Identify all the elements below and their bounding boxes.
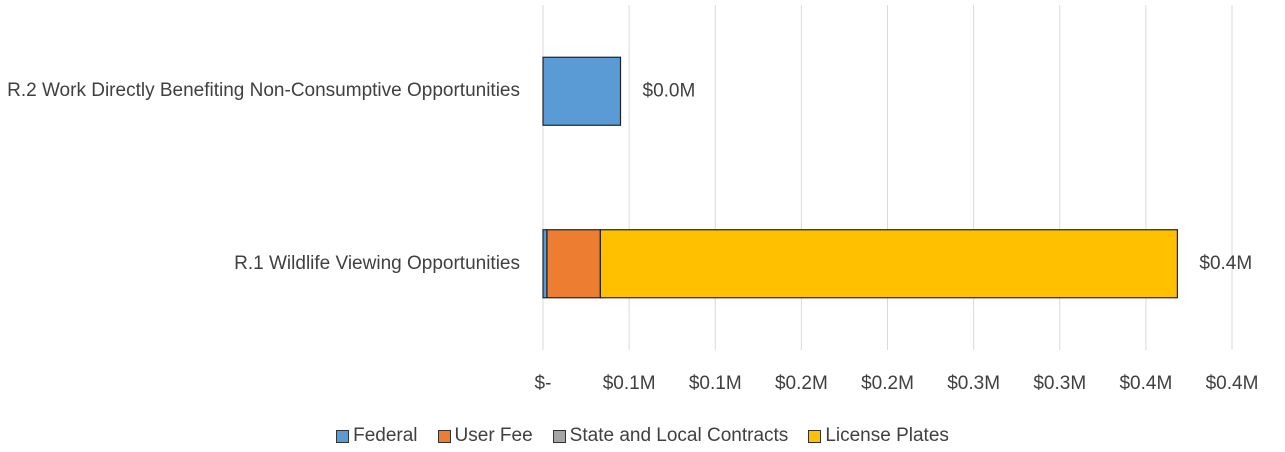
x-tick-label: $0.3M: [1033, 373, 1086, 394]
x-tick-label: $0.4M: [1119, 373, 1172, 394]
legend-swatch: [808, 429, 822, 443]
x-tick-label: $0.4M: [1206, 373, 1259, 394]
category-label: R.2 Work Directly Benefiting Non-Consump…: [7, 80, 520, 102]
x-tick-label: $0.2M: [861, 373, 914, 394]
bar-segment: [546, 229, 601, 299]
legend-label: License Plates: [825, 425, 949, 446]
legend-label: State and Local Contracts: [569, 425, 789, 446]
total-label: $0.4M: [1199, 253, 1252, 274]
legend-item: Federal: [336, 425, 418, 447]
legend-swatch: [437, 429, 451, 443]
legend-swatch: [336, 429, 350, 443]
category-label: R.1 Wildlife Viewing Opportunities: [234, 252, 520, 274]
legend-item: State and Local Contracts: [552, 425, 789, 447]
bar-segment: [542, 56, 622, 126]
total-label: $0.0M: [643, 80, 696, 101]
legend: Federal User Fee State and Local Contracts…: [0, 425, 1285, 447]
bar-segment: [599, 229, 1178, 299]
x-tick-label: $-: [535, 373, 552, 394]
x-tick-label: $0.2M: [775, 373, 828, 394]
x-tick-label: $0.3M: [947, 373, 1000, 394]
legend-item: User Fee: [437, 425, 533, 447]
legend-label: User Fee: [454, 425, 533, 446]
x-tick-label: $0.1M: [603, 373, 656, 394]
legend-item: License Plates: [808, 425, 949, 447]
legend-label: Federal: [353, 425, 418, 446]
x-tick-label: $0.1M: [689, 373, 742, 394]
legend-swatch: [552, 429, 566, 443]
